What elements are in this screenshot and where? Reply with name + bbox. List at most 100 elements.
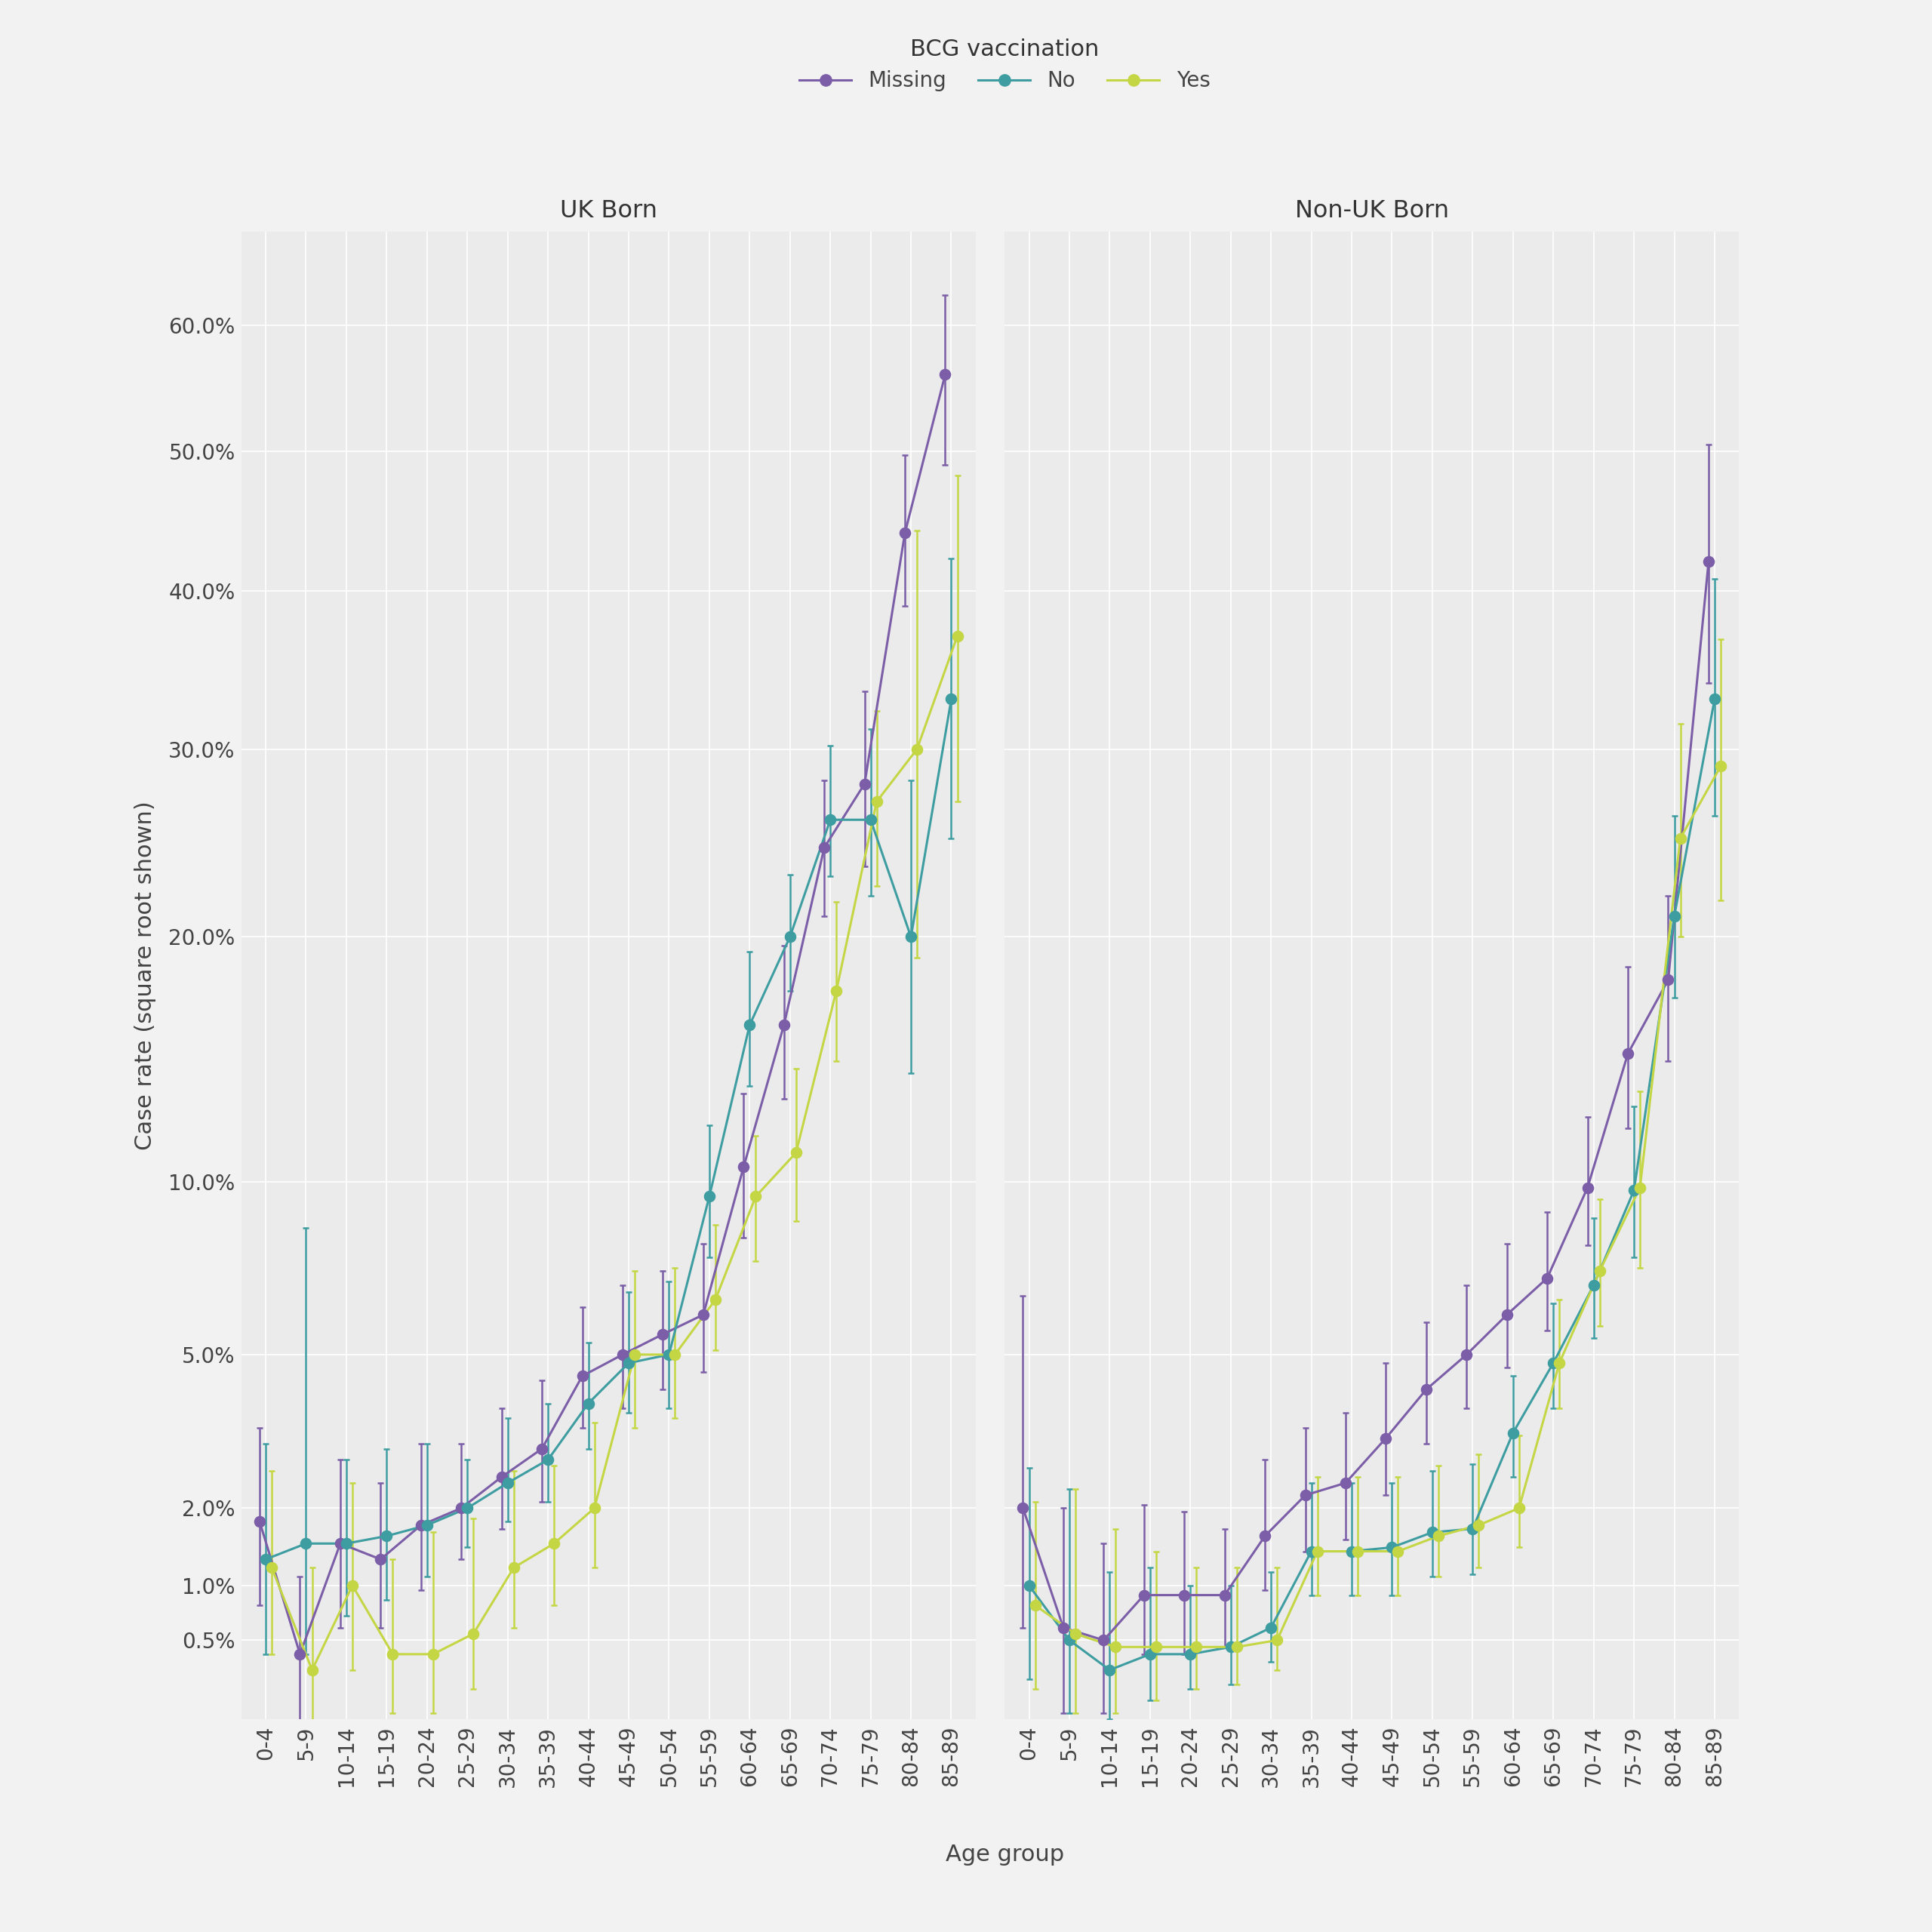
Point [1422,1520,1453,1551]
Point [458,1619,489,1650]
Point [1544,1349,1575,1379]
Point [1014,1571,1045,1602]
Point [1451,1339,1482,1370]
Point [734,1010,765,1041]
Point [1660,900,1690,931]
Point [412,1509,442,1540]
Point [1053,1625,1084,1656]
Point [1302,1536,1333,1567]
Point [527,1434,558,1464]
Point [1047,1611,1078,1642]
Point [1463,1509,1493,1540]
Point [929,359,960,390]
Point [1329,1468,1360,1499]
Point [498,1551,529,1582]
Point [694,1180,724,1211]
Point [336,1571,367,1602]
Point [1343,1536,1374,1567]
Point [406,1509,437,1540]
Point [1416,1517,1447,1548]
Point [452,1493,483,1524]
Point [775,922,806,952]
Point [1692,547,1723,578]
Point [566,1360,597,1391]
Point [1180,1631,1211,1662]
Point [740,1180,771,1211]
Point [896,922,927,952]
Point [1619,1175,1650,1206]
Point [1094,1654,1124,1685]
Point [1497,1418,1528,1449]
Point [1652,964,1683,995]
Point [580,1493,611,1524]
Point [1296,1536,1327,1567]
Point [1262,1625,1293,1656]
Point [1221,1631,1252,1662]
Point [612,1349,643,1379]
Point [1573,1173,1604,1204]
Point [1134,1638,1165,1669]
Point [365,1544,396,1575]
Point [1578,1269,1609,1300]
Point [574,1387,605,1418]
Text: Age group: Age group [945,1843,1065,1866]
Point [1492,1300,1522,1331]
Point [862,786,893,817]
Point [371,1520,402,1551]
Point [1088,1625,1119,1656]
Point [1613,1037,1644,1068]
Point [539,1528,570,1559]
Title: UK Born: UK Born [560,199,657,222]
Point [1175,1638,1206,1669]
Point [781,1138,811,1169]
Point [1291,1480,1321,1511]
Point [417,1638,448,1669]
Legend: Missing, No, Yes: Missing, No, Yes [790,29,1219,100]
Point [533,1445,564,1476]
Point [330,1528,361,1559]
Point [1250,1520,1281,1551]
Point [699,1285,730,1316]
Point [1128,1580,1159,1611]
Point [815,804,846,835]
Point [243,1507,274,1538]
Point [1209,1580,1240,1611]
Point [1706,752,1737,782]
Point [856,804,887,835]
Point [1665,823,1696,854]
Y-axis label: Case rate (square root shown): Case rate (square root shown) [133,802,156,1150]
Point [935,684,966,715]
Point [659,1339,690,1370]
Point [1101,1631,1132,1662]
Point [487,1461,518,1492]
Point [1140,1631,1171,1662]
Point [1007,1493,1037,1524]
Point [1698,684,1729,715]
Point [1625,1173,1656,1204]
Point [1584,1256,1615,1287]
Point [257,1551,288,1582]
Point [653,1339,684,1370]
Point [1503,1493,1534,1524]
Point [1256,1611,1287,1642]
Point [1370,1422,1401,1453]
Point [1020,1590,1051,1621]
Point [943,620,974,651]
Point [1457,1513,1488,1544]
Point [1215,1631,1246,1662]
Point [1383,1536,1414,1567]
Title: Non-UK Born: Non-UK Born [1294,199,1449,222]
Point [821,976,852,1007]
Point [1410,1374,1441,1405]
Point [1532,1264,1563,1294]
Point [769,1010,800,1041]
Point [647,1320,678,1350]
Point [889,518,920,549]
Point [377,1638,408,1669]
Point [1061,1619,1092,1650]
Point [446,1493,477,1524]
Point [810,833,840,864]
Point [728,1151,759,1182]
Point [902,734,933,765]
Point [688,1300,719,1331]
